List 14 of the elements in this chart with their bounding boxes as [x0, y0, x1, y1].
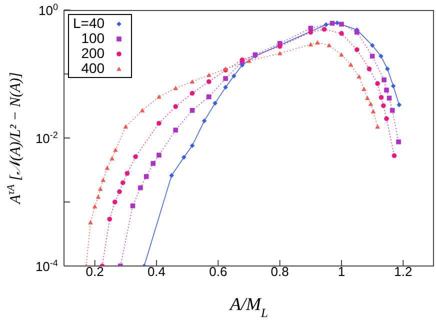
y-tick-label: 10$^{0}$ [38, 2, 58, 18]
x-tick-label: 0.8 [270, 264, 289, 279]
x-tick-label: 1 [338, 264, 346, 279]
x-tick-label: 1.2 [394, 264, 412, 279]
legend-label: 400 [81, 60, 105, 76]
legend-label: 200 [81, 45, 105, 61]
y-tick-label: 10$^{-4}$ [35, 258, 58, 274]
x-tick-label: 0.6 [209, 264, 228, 279]
y-tick-label: 10$^{-2}$ [35, 130, 58, 146]
x-tick-label: 0.2 [86, 264, 104, 279]
x-tick-label: 0.4 [147, 264, 166, 279]
x-axis-title: A/M$_{L}$ [228, 294, 268, 320]
legend-label: L=40 [73, 15, 105, 31]
legend-label: 100 [81, 30, 105, 46]
